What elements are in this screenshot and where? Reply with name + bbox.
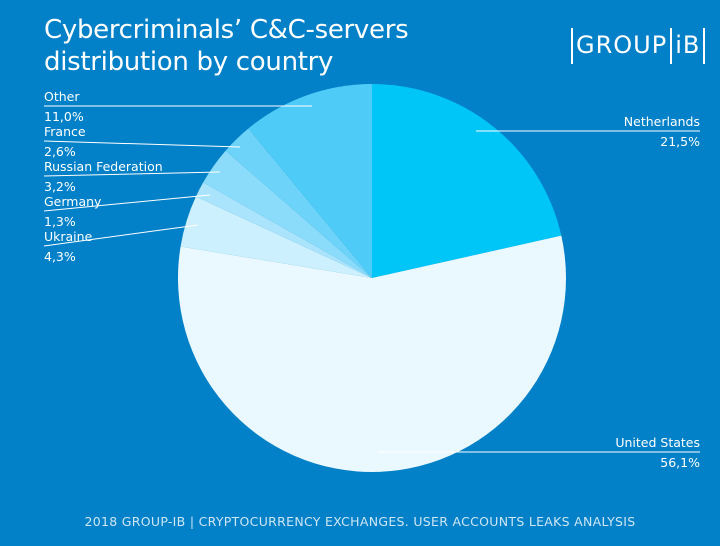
- value-label-united-states: 56,1%: [660, 455, 700, 470]
- value-label-russian-federation: 3,2%: [44, 179, 76, 194]
- pie-slice-netherlands: [372, 84, 562, 278]
- leader-line-ukraine: [43, 224, 199, 247]
- chart-title: Cybercriminals’ C&C-servers distribution…: [44, 14, 409, 78]
- label-russian-federation: Russian Federation: [44, 159, 163, 174]
- pie-slice-other: [248, 84, 372, 278]
- leader-line-germany: [43, 194, 211, 212]
- label-other: Other: [44, 89, 80, 104]
- value-label-france: 2,6%: [44, 144, 76, 159]
- value-label-netherlands: 21,5%: [660, 134, 700, 149]
- leader-line-france: [43, 140, 241, 148]
- footer: 2018 GROUP-IB | CRYPTOCURRENCY EXCHANGES…: [84, 514, 636, 529]
- pie-slice-france: [225, 128, 372, 278]
- value-label-germany: 1,3%: [44, 214, 76, 229]
- title-line-2: distribution by country: [44, 47, 334, 77]
- value-label-other: 11,0%: [44, 109, 84, 124]
- label-germany: Germany: [44, 194, 102, 209]
- label-ukraine: Ukraine: [44, 229, 93, 244]
- pie-slice-united-states: [178, 235, 567, 472]
- leader-line-russian-federation: [43, 171, 221, 177]
- pie-slice-russian-federation: [203, 150, 372, 278]
- label-united-states: United States: [615, 435, 700, 450]
- group-ib-logo: GROUP iB: [568, 28, 708, 64]
- label-netherlands: Netherlands: [624, 114, 700, 129]
- value-label-ukraine: 4,3%: [44, 249, 76, 264]
- pie-slice-ukraine: [180, 196, 372, 278]
- label-france: France: [44, 124, 86, 139]
- pie-slice-germany: [195, 182, 372, 278]
- title-line-1: Cybercriminals’ C&C-servers: [44, 15, 409, 45]
